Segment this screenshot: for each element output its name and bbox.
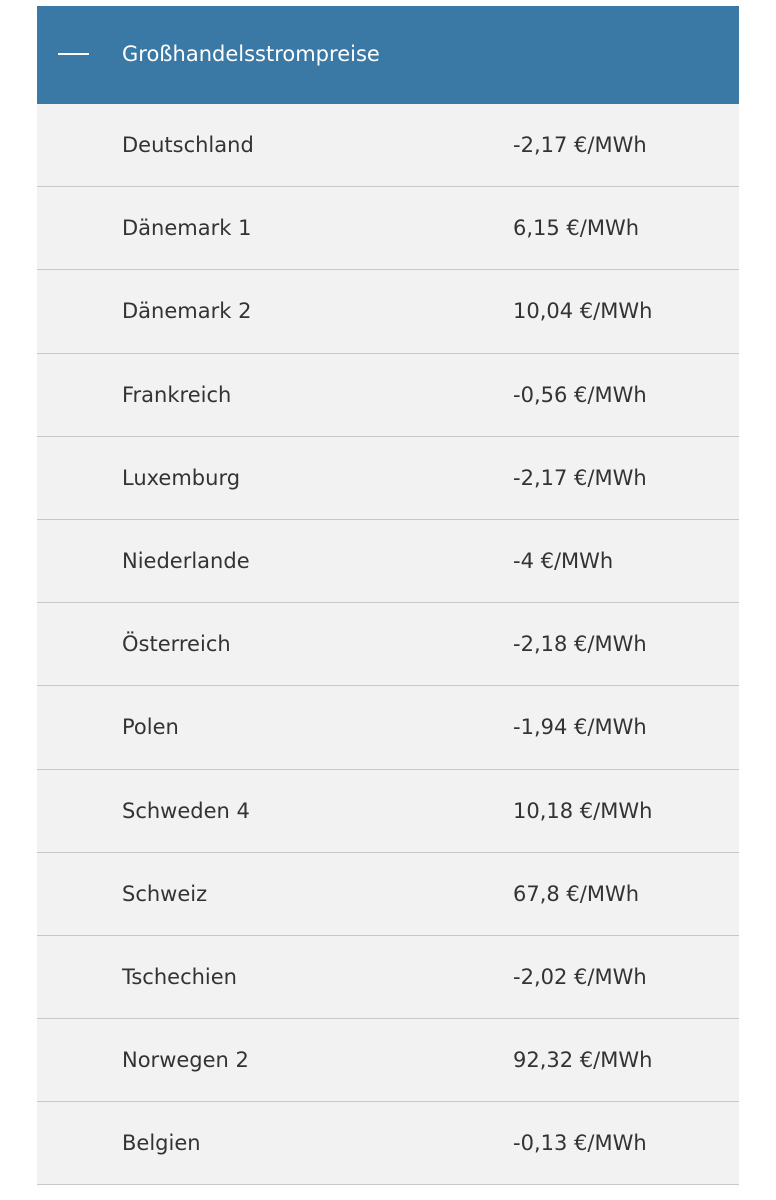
price-row: Österreich -2,18 €/MWh <box>37 603 739 687</box>
price-row: Dänemark 1 6,15 €/MWh <box>37 187 739 271</box>
price-row: Frankreich -0,56 €/MWh <box>37 353 739 437</box>
price-value: -4 €/MWh <box>513 548 614 573</box>
price-value: -0,56 €/MWh <box>513 382 647 407</box>
accordion-title: Großhandelsstrompreise <box>122 42 380 66</box>
price-row: Schweden 4 10,18 €/MWh <box>37 769 739 853</box>
price-value: -2,17 €/MWh <box>513 465 647 490</box>
price-row: Polen -1,94 €/MWh <box>37 686 739 770</box>
price-row: Deutschland -2,17 €/MWh <box>37 104 739 188</box>
country-name: Österreich <box>122 632 231 657</box>
price-row: Dänemark 2 10,04 €/MWh <box>37 270 739 354</box>
country-name: Deutschland <box>122 133 254 157</box>
country-name: Polen <box>122 715 179 740</box>
price-value: -2,17 €/MWh <box>513 133 647 157</box>
price-value: -2,18 €/MWh <box>513 632 647 657</box>
price-row: Norwegen 2 92,32 €/MWh <box>37 1019 739 1103</box>
country-name: Tschechien <box>122 964 237 989</box>
country-name: Schweiz <box>122 881 208 906</box>
price-value: -1,94 €/MWh <box>513 715 647 740</box>
country-name: Frankreich <box>122 382 232 407</box>
price-value: -2,02 €/MWh <box>513 964 647 989</box>
price-row: Luxemburg -2,17 €/MWh <box>37 436 739 520</box>
accordion-header[interactable]: Großhandelsstrompreise <box>37 6 739 104</box>
price-value: 6,15 €/MWh <box>513 216 640 241</box>
collapse-icon[interactable] <box>58 53 89 55</box>
price-value: -0,13 €/MWh <box>513 1131 647 1156</box>
country-name: Dänemark 1 <box>122 216 252 241</box>
price-row: Schweiz 67,8 €/MWh <box>37 852 739 936</box>
price-list: Deutschland -2,17 €/MWh Dänemark 1 6,15 €/M… <box>37 104 739 1186</box>
price-row: Tschechien -2,02 €/MWh <box>37 935 739 1020</box>
country-name: Norwegen 2 <box>122 1048 249 1073</box>
price-value: 10,18 €/MWh <box>513 798 653 823</box>
price-value: 67,8 €/MWh <box>513 881 640 906</box>
country-name: Schweden 4 <box>122 798 250 823</box>
price-value: 10,04 €/MWh <box>513 299 653 324</box>
price-row: Niederlande -4 €/MWh <box>37 519 739 604</box>
country-name: Luxemburg <box>122 465 241 490</box>
country-name: Dänemark 2 <box>122 299 252 324</box>
accordion-panel: Großhandelsstrompreise Deutschland -2,17 … <box>37 6 739 1186</box>
country-name: Niederlande <box>122 548 250 573</box>
country-name: Belgien <box>122 1131 201 1156</box>
price-row: Belgien -0,13 €/MWh <box>37 1102 739 1186</box>
price-value: 92,32 €/MWh <box>513 1048 653 1073</box>
